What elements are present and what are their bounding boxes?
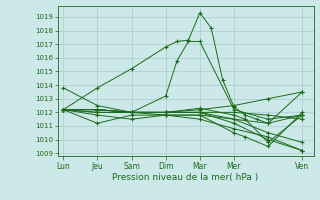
X-axis label: Pression niveau de la mer( hPa ): Pression niveau de la mer( hPa ) (112, 173, 259, 182)
